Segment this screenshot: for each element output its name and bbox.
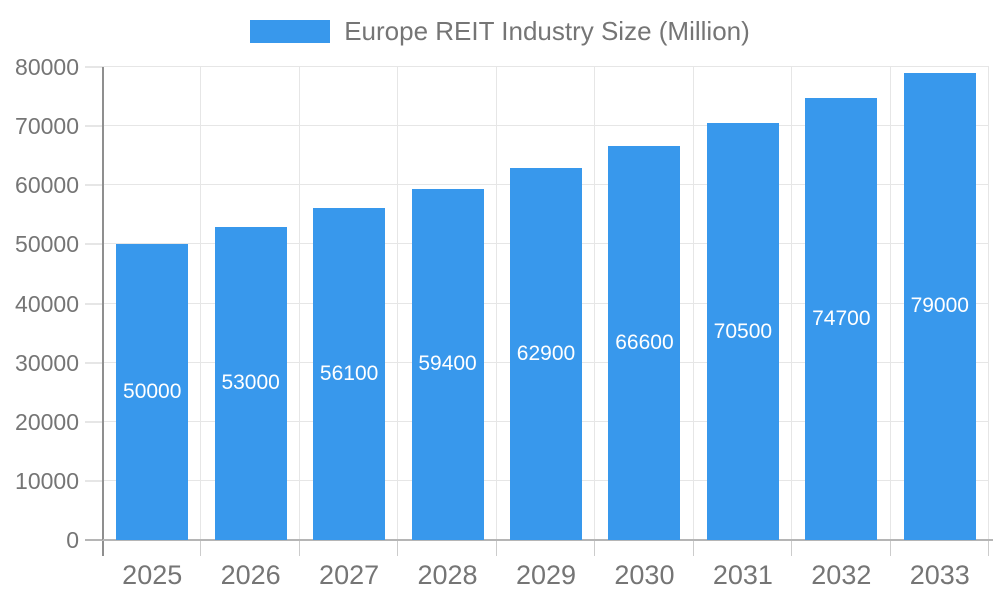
- x-axis-tick: [791, 541, 793, 556]
- gridline-h: [103, 66, 989, 67]
- bar-2032[interactable]: [805, 98, 878, 540]
- gridline-v: [594, 67, 596, 540]
- x-axis-label: 2030: [614, 560, 675, 590]
- y-axis-tick: [85, 302, 103, 305]
- x-axis-label: 2031: [712, 560, 773, 590]
- bar-2029[interactable]: [510, 168, 582, 540]
- legend-label: Europe REIT Industry Size (Million): [344, 15, 750, 46]
- y-axis-line: [102, 67, 104, 540]
- y-axis-label: 10000: [15, 467, 79, 494]
- gridline-h: [103, 125, 989, 127]
- legend-swatch: [250, 19, 331, 43]
- gridline-v: [791, 67, 793, 540]
- bar-value-label: 70500: [713, 319, 773, 343]
- x-axis-label: 2026: [220, 560, 281, 590]
- gridline-v: [495, 67, 497, 540]
- x-axis-tick: [889, 541, 891, 556]
- x-axis-tick: [102, 541, 104, 556]
- x-axis-tick: [200, 541, 202, 556]
- x-axis-tick: [988, 541, 989, 556]
- y-axis-label: 0: [66, 527, 79, 553]
- x-axis-tick: [692, 541, 694, 556]
- y-axis-label: 80000: [15, 54, 79, 80]
- y-axis-label: 40000: [15, 290, 79, 317]
- gridline-v: [298, 67, 300, 540]
- y-axis-tick: [85, 539, 103, 541]
- x-axis-label: 2027: [319, 560, 380, 590]
- x-axis-tick: [594, 541, 596, 556]
- bar-2028[interactable]: [411, 188, 484, 540]
- y-axis-tick: [85, 125, 103, 128]
- gridline-v: [889, 67, 891, 540]
- y-axis-label: 70000: [15, 113, 79, 140]
- x-axis-label: 2028: [417, 560, 478, 590]
- x-axis-label: 2032: [811, 560, 872, 590]
- x-axis-label: 2033: [909, 560, 970, 590]
- bar-2026[interactable]: [214, 226, 287, 540]
- y-axis-label: 30000: [15, 349, 79, 376]
- y-axis-tick: [85, 420, 103, 423]
- bar-value-label: 50000: [123, 380, 182, 404]
- y-axis-label: 60000: [15, 172, 79, 199]
- gridline-v: [397, 67, 399, 540]
- x-axis-label: 2029: [515, 560, 577, 590]
- gridline-v: [988, 67, 989, 540]
- bar-2030[interactable]: [608, 146, 681, 540]
- bar-value-label: 62900: [516, 342, 576, 366]
- y-axis-label: 50000: [15, 231, 79, 258]
- bar-value-label: 74700: [812, 307, 871, 331]
- chart-legend[interactable]: Europe REIT Industry Size (Million): [0, 16, 1000, 46]
- x-axis-line: [103, 539, 993, 541]
- bar-value-label: 66600: [615, 331, 674, 355]
- bar-2033[interactable]: [903, 72, 976, 540]
- bar-value-label: 56100: [319, 362, 379, 386]
- bar-2031[interactable]: [706, 123, 779, 540]
- y-axis-tick: [85, 66, 103, 68]
- x-axis-label: 2025: [122, 560, 183, 590]
- x-axis-tick: [298, 541, 300, 556]
- y-axis-tick: [85, 243, 103, 246]
- y-axis-tick: [85, 361, 103, 364]
- y-axis-label: 20000: [15, 408, 79, 435]
- bar-value-label: 79000: [910, 294, 969, 318]
- gridline-v: [200, 67, 202, 540]
- bar-2027[interactable]: [313, 208, 386, 540]
- bar-value-label: 59400: [418, 352, 477, 376]
- y-axis-tick: [85, 184, 103, 187]
- x-axis-tick: [397, 541, 399, 556]
- bar-2025[interactable]: [116, 244, 189, 540]
- y-axis-tick: [85, 479, 103, 482]
- gridline-v: [692, 67, 694, 540]
- bar-value-label: 53000: [221, 371, 280, 395]
- x-axis-tick: [495, 541, 497, 556]
